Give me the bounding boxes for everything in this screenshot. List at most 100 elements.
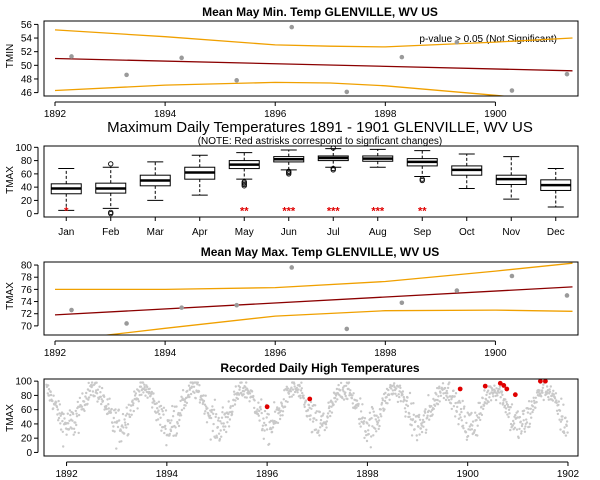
panel3-frame	[43, 261, 579, 336]
daily-high-point	[90, 381, 94, 384]
daily-high-point	[321, 414, 324, 417]
panel4-y-tick-label: 80	[21, 391, 33, 402]
daily-high-point	[209, 438, 212, 441]
daily-high-point	[500, 390, 504, 393]
daily-high-point	[489, 399, 493, 402]
daily-high-point	[325, 426, 328, 429]
panel4-title: Recorded Daily High Temperatures	[220, 361, 419, 375]
daily-high-point	[446, 392, 449, 395]
panel1-data-point	[234, 78, 239, 83]
daily-high-point	[335, 387, 339, 391]
daily-high-point	[215, 413, 218, 416]
panel3-x-tick-label: 1900	[484, 348, 507, 359]
daily-high-point	[62, 412, 65, 416]
daily-high-point	[198, 384, 201, 387]
daily-high-point	[126, 423, 130, 426]
daily-high-point	[291, 388, 295, 391]
daily-high-point	[493, 384, 496, 387]
panel1-data-point	[179, 55, 184, 61]
daily-high-point	[175, 432, 179, 435]
daily-high-point	[361, 403, 364, 406]
daily-high-point	[217, 419, 220, 422]
daily-high-point	[415, 434, 418, 437]
daily-high-point	[139, 381, 142, 384]
daily-high-point	[374, 427, 377, 430]
daily-high-point	[559, 428, 562, 431]
daily-high-point	[396, 400, 400, 404]
daily-high-point	[303, 403, 306, 406]
daily-high-point	[112, 425, 115, 428]
daily-high-point	[474, 411, 477, 414]
daily-high-point	[504, 411, 507, 414]
daily-high-point	[184, 400, 187, 403]
daily-high-point	[227, 425, 231, 428]
daily-high-point	[226, 416, 229, 419]
daily-high-point	[98, 385, 101, 388]
daily-high-point	[398, 390, 401, 393]
daily-high-point	[461, 424, 465, 427]
daily-high-point	[430, 405, 433, 408]
daily-high-point	[323, 428, 326, 432]
daily-high-point	[132, 409, 135, 413]
daily-high-point	[271, 426, 275, 429]
daily-high-point	[116, 425, 120, 429]
daily-high-point	[190, 385, 194, 388]
box-outlier	[108, 209, 114, 216]
daily-high-point	[152, 392, 155, 395]
daily-high-point	[475, 414, 479, 417]
daily-high-point	[261, 424, 265, 427]
daily-high-point	[532, 396, 535, 399]
panel2-frame	[43, 145, 579, 218]
daily-high-point	[95, 381, 98, 384]
daily-high-point	[527, 407, 530, 410]
daily-high-point	[417, 415, 420, 419]
daily-high-point	[179, 412, 182, 415]
daily-high-point	[132, 402, 135, 405]
daily-high-point	[299, 396, 302, 400]
daily-high-point	[432, 407, 435, 411]
daily-high-point	[419, 427, 423, 430]
daily-high-point	[386, 402, 389, 405]
daily-high-point	[144, 388, 148, 391]
daily-high-point	[529, 407, 532, 410]
daily-high-point	[52, 394, 55, 397]
daily-high-point	[57, 419, 60, 422]
daily-high-point	[59, 428, 63, 431]
panel1-title: Mean May Min. Temp GLENVILLE, WV US	[202, 5, 438, 19]
daily-high-point	[344, 394, 347, 398]
daily-high-point	[124, 414, 128, 417]
daily-high-point	[456, 405, 459, 409]
daily-high-point	[427, 394, 430, 397]
daily-high-point	[395, 394, 398, 397]
daily-high-point	[442, 396, 446, 400]
daily-high-point	[214, 415, 217, 419]
panel3-y-tick-label: 72	[21, 309, 33, 320]
daily-high-point	[383, 399, 387, 403]
daily-high-point	[260, 398, 263, 401]
daily-high-point	[276, 406, 279, 409]
daily-high-point	[452, 405, 456, 408]
daily-high-point	[237, 393, 241, 396]
daily-high-point	[196, 381, 199, 384]
daily-high-point	[115, 447, 118, 450]
daily-high-point	[56, 408, 59, 411]
daily-high-point	[560, 397, 563, 400]
daily-high-point	[248, 392, 252, 395]
daily-high-point	[67, 422, 70, 425]
panel3-data-point	[234, 302, 239, 308]
daily-high-point	[212, 412, 215, 415]
daily-high-point	[302, 397, 306, 400]
daily-high-point	[125, 426, 128, 429]
daily-high-point	[459, 401, 462, 404]
daily-high-point	[187, 384, 191, 387]
daily-high-point	[77, 431, 80, 435]
daily-high-point	[509, 406, 512, 409]
daily-high-point	[381, 397, 384, 400]
daily-high-point	[459, 416, 462, 419]
daily-high-point	[213, 398, 217, 401]
daily-high-point	[273, 401, 276, 404]
panel1-upper-confidence-band	[54, 29, 573, 48]
daily-high-point	[114, 411, 118, 414]
daily-high-point	[559, 420, 563, 423]
panel4-x-tick-label: 1902	[557, 469, 580, 480]
